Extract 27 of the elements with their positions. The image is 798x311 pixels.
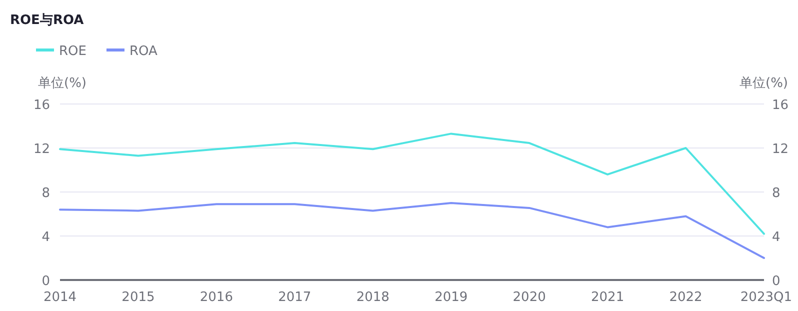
y2-tick-label: 16 xyxy=(772,98,789,113)
y-tick-label: 8 xyxy=(42,186,50,201)
line-series xyxy=(59,132,765,235)
x-tick-label: 2023Q1 xyxy=(740,290,792,305)
x-tick-label: 2021 xyxy=(591,290,624,305)
x-tick-label: 2017 xyxy=(278,290,312,305)
x-tick-label: 2014 xyxy=(43,290,77,305)
line-series xyxy=(59,202,765,259)
y2-tick-label: 0 xyxy=(772,274,780,289)
y2-tick-label: 8 xyxy=(772,186,780,201)
y-axis-title: 单位(%) xyxy=(38,76,86,91)
chart-title: ROE与ROA xyxy=(10,13,84,28)
y2-tick-label: 4 xyxy=(772,230,780,245)
legend-label: ROE xyxy=(59,44,86,59)
legend-label: ROA xyxy=(129,44,158,59)
x-tick-label: 2015 xyxy=(122,290,155,305)
y-tick-label: 12 xyxy=(33,142,50,157)
y2-tick-label: 12 xyxy=(772,142,789,157)
x-tick-label: 2019 xyxy=(434,290,468,305)
x-tick-label: 2016 xyxy=(200,290,233,305)
y2-axis-title: 单位(%) xyxy=(740,76,788,91)
x-tick-label: 2020 xyxy=(512,290,546,305)
y-tick-label: 0 xyxy=(42,274,50,289)
y-tick-label: 4 xyxy=(42,230,50,245)
y-tick-label: 16 xyxy=(33,98,50,113)
x-tick-label: 2018 xyxy=(356,290,390,305)
x-tick-label: 2022 xyxy=(669,290,702,305)
